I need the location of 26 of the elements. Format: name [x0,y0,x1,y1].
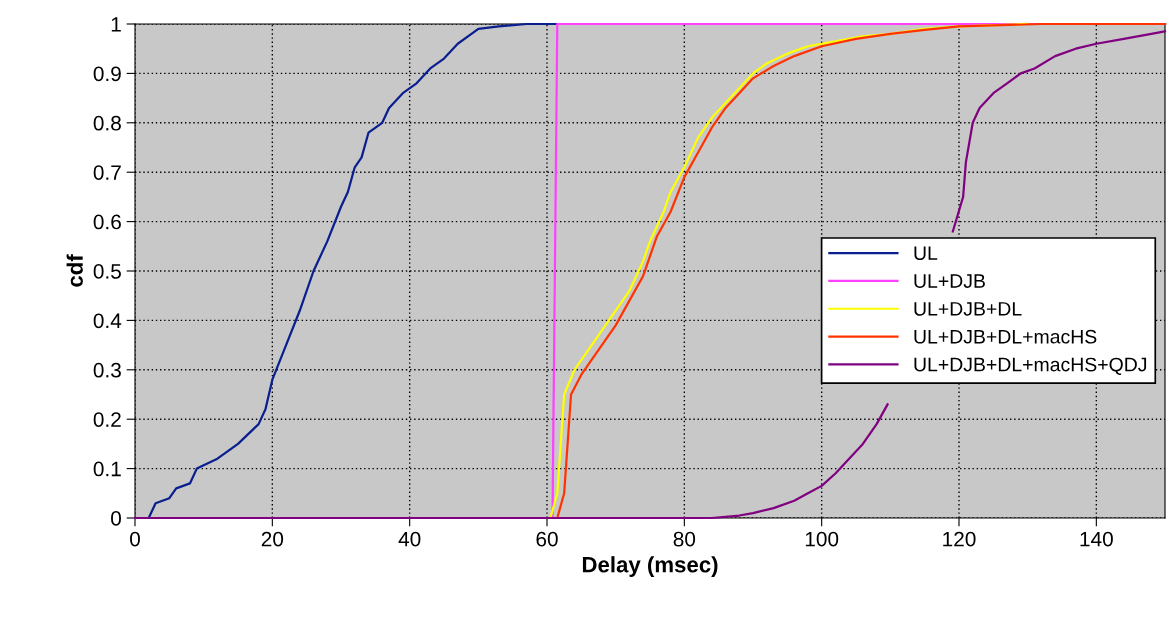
y-axis-title: cdf [66,254,83,287]
legend-label: UL+DJB+DL+macHS [914,329,1097,344]
x-tick-label: 100 [805,531,839,547]
legend-label: UL+DJB [914,274,985,288]
x-tick-label: 20 [261,531,284,547]
x-tick-label: 80 [673,531,696,547]
y-tick-label: 0.3 [93,362,121,378]
x-axis-title: Delay (msec) [582,556,718,577]
y-tick-label: 0.8 [93,115,121,131]
legend-label: UL+DJB+DL+macHS+QDJ [914,357,1147,375]
x-tick-label: 40 [398,531,421,547]
y-tick-label: 0.5 [93,264,121,279]
x-tick-label: 0 [130,531,140,547]
legend-label: UL [914,246,938,261]
y-tick-label: 0.2 [93,412,121,427]
y-tick-label: 1 [111,17,121,32]
y-tick-label: 0.4 [93,313,122,329]
y-tick-label: 0.7 [93,165,121,180]
y-tick-label: 0.1 [93,461,121,477]
x-tick-label: 120 [943,531,976,547]
y-tick-label: 0.6 [93,214,121,230]
y-tick-label: 0 [111,511,121,526]
x-tick-label: 60 [536,531,558,547]
y-tick-label: 0.9 [93,66,121,82]
legend-label: UL+DJB+DL [914,302,1022,316]
x-tick-label: 140 [1080,531,1113,547]
